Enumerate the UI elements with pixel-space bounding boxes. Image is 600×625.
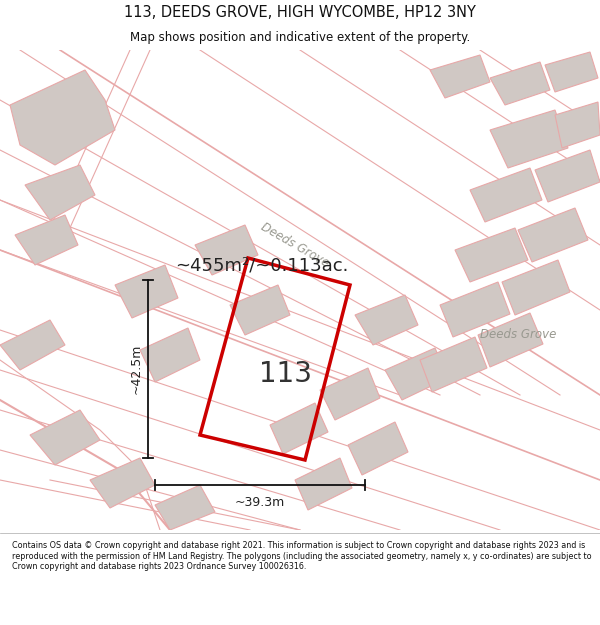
Polygon shape (270, 403, 328, 454)
Polygon shape (25, 165, 95, 220)
Polygon shape (230, 285, 290, 335)
Polygon shape (478, 313, 543, 367)
Polygon shape (155, 485, 215, 530)
Polygon shape (440, 282, 510, 337)
Polygon shape (535, 150, 600, 202)
Text: Contains OS data © Crown copyright and database right 2021. This information is : Contains OS data © Crown copyright and d… (12, 541, 592, 571)
Polygon shape (320, 368, 380, 420)
Text: 113: 113 (259, 361, 312, 389)
Polygon shape (140, 328, 200, 382)
Polygon shape (385, 348, 448, 400)
Text: ~455m²/~0.113ac.: ~455m²/~0.113ac. (175, 256, 349, 274)
Text: ~42.5m: ~42.5m (130, 344, 143, 394)
Polygon shape (10, 70, 115, 165)
Polygon shape (115, 265, 178, 318)
Polygon shape (455, 228, 528, 282)
Polygon shape (295, 458, 352, 510)
Polygon shape (15, 215, 78, 265)
Polygon shape (555, 102, 600, 148)
Polygon shape (90, 458, 155, 508)
Text: Map shows position and indicative extent of the property.: Map shows position and indicative extent… (130, 31, 470, 44)
Text: Deeds Grove: Deeds Grove (259, 220, 331, 270)
Text: ~39.3m: ~39.3m (235, 496, 285, 509)
Polygon shape (502, 260, 570, 315)
Polygon shape (545, 52, 598, 92)
Polygon shape (348, 422, 408, 475)
Polygon shape (490, 62, 550, 105)
Text: 113, DEEDS GROVE, HIGH WYCOMBE, HP12 3NY: 113, DEEDS GROVE, HIGH WYCOMBE, HP12 3NY (124, 5, 476, 20)
Polygon shape (490, 110, 568, 168)
Polygon shape (0, 320, 65, 370)
Text: Deeds Grove: Deeds Grove (480, 329, 556, 341)
Polygon shape (195, 225, 258, 275)
Polygon shape (430, 55, 490, 98)
Polygon shape (420, 337, 487, 392)
Polygon shape (355, 295, 418, 345)
Polygon shape (30, 410, 100, 465)
Polygon shape (518, 208, 588, 262)
Polygon shape (470, 168, 542, 222)
